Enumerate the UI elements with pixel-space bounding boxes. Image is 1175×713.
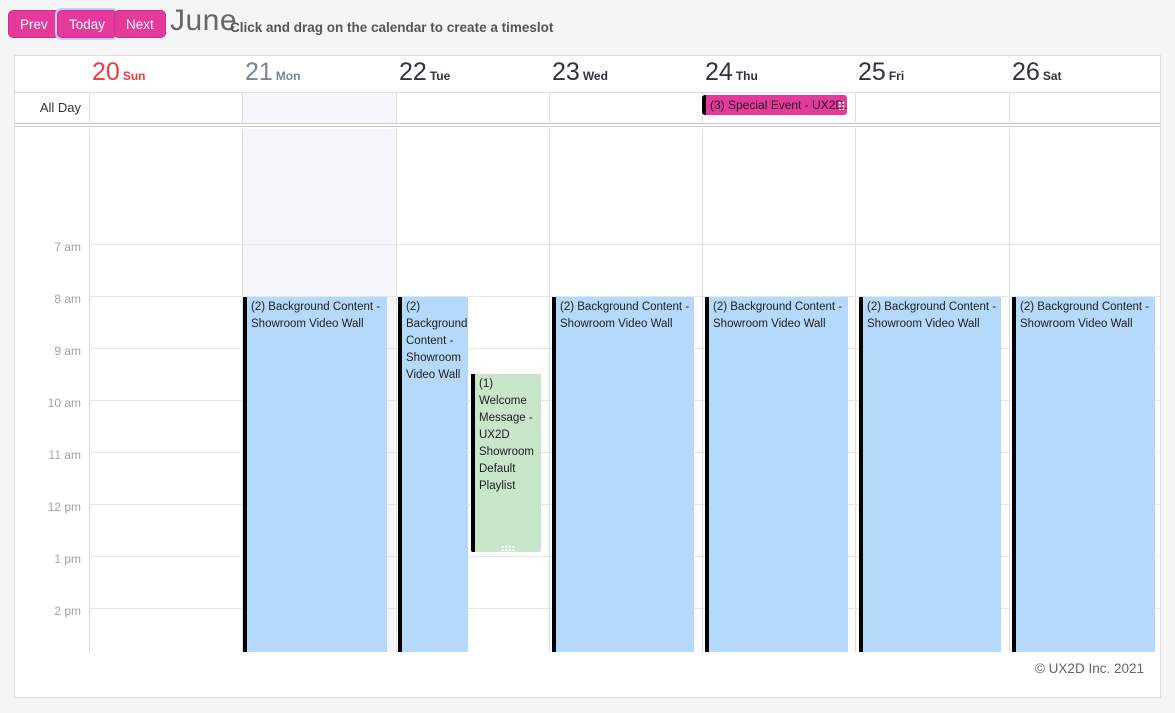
time-label: 7 am — [54, 240, 81, 254]
event-background-content-sat[interactable]: (2) Background Content - Showroom Video … — [1012, 297, 1155, 652]
copyright-text: © UX2D Inc. 2021 — [1034, 661, 1144, 676]
allday-divider — [15, 123, 1160, 124]
event-background-content-mon[interactable]: (2) Background Content - Showroom Video … — [243, 297, 387, 652]
event-background-content-thu[interactable]: (2) Background Content - Showroom Video … — [705, 297, 848, 652]
day-number: 20 — [92, 58, 120, 86]
allday-cell-sun[interactable] — [89, 93, 242, 123]
day-column-tue[interactable] — [396, 129, 549, 652]
day-header-sun: 20 Sun — [89, 58, 242, 92]
day-name: Thu — [735, 69, 758, 83]
calendar-title: June — [170, 4, 238, 37]
day-name: Wed — [582, 69, 608, 83]
day-header-tue: 22 Tue — [396, 58, 549, 92]
time-label: 9 am — [54, 344, 81, 358]
day-header-mon: 21 Mon — [242, 58, 395, 92]
resize-handle-icon[interactable] — [501, 545, 515, 551]
time-label: 11 am — [48, 448, 81, 462]
time-label: 12 pm — [47, 500, 81, 514]
event-title: (3) Special Event - UX2D... — [710, 98, 847, 112]
day-name: Sat — [1042, 69, 1062, 83]
allday-label: All Day — [39, 100, 81, 115]
day-column-wed[interactable] — [549, 129, 702, 652]
header-divider — [15, 92, 1160, 93]
hour-line — [89, 296, 1160, 297]
event-title: (1) Welcome Message - UX2D Showroom Defa… — [479, 378, 534, 492]
day-name: Sun — [122, 69, 146, 83]
allday-divider — [15, 126, 1160, 127]
allday-cell-tue[interactable] — [396, 93, 549, 123]
day-column-thu[interactable] — [702, 129, 855, 652]
allday-cell-wed[interactable] — [549, 93, 702, 123]
toolbar: Prev Today Next June Click and drag on t… — [0, 0, 1175, 50]
day-number: 25 — [858, 58, 886, 86]
day-number: 24 — [705, 58, 733, 86]
day-header-fri: 25 Fri — [855, 58, 1008, 92]
prev-button[interactable]: Prev — [8, 10, 60, 38]
day-number: 26 — [1012, 58, 1040, 86]
day-column-fri[interactable] — [855, 129, 1008, 652]
resize-handle-icon[interactable] — [838, 101, 845, 110]
day-column-mon[interactable] — [242, 129, 395, 652]
day-number: 23 — [552, 58, 580, 86]
time-label: 10 am — [47, 396, 81, 410]
time-label: 2 pm — [54, 604, 81, 618]
event-background-content-fri[interactable]: (2) Background Content - Showroom Video … — [859, 297, 1001, 652]
event-welcome-message[interactable]: (1) Welcome Message - UX2D Showroom Defa… — [471, 374, 541, 552]
day-header-wed: 23 Wed — [549, 58, 702, 92]
day-number: 22 — [399, 58, 427, 86]
allday-cell-mon[interactable] — [242, 93, 395, 123]
time-label: 8 am — [54, 292, 81, 306]
day-header-sat: 26 Sat — [1009, 58, 1162, 92]
next-button[interactable]: Next — [114, 10, 166, 38]
day-column-sat[interactable] — [1009, 129, 1160, 652]
today-button[interactable]: Today — [57, 10, 118, 38]
calendar-card: 20 Sun 21 Mon 22 Tue 23 Wed 24 Thu 25 Fri 26 Sa… — [14, 55, 1161, 698]
day-column-sun[interactable] — [89, 129, 242, 652]
time-label: 1 pm — [54, 552, 81, 566]
event-background-content-wed[interactable]: (2) Background Content - Showroom Video … — [552, 297, 694, 652]
day-name: Mon — [275, 69, 301, 83]
allday-cell-sat[interactable] — [1009, 93, 1162, 123]
event-special-all-day[interactable]: (3) Special Event - UX2D... — [702, 95, 847, 115]
day-header-thu: 24 Thu — [702, 58, 855, 92]
event-background-content-tue[interactable]: (2) Background Content - Showroom Video … — [398, 297, 468, 652]
time-grid: 7 am 8 am 9 am 10 am 11 am 12 pm 1 pm 2 … — [15, 129, 1160, 652]
calendar-subtitle: Click and drag on the calendar to create… — [230, 20, 554, 35]
hour-line — [89, 244, 1160, 245]
day-name: Tue — [429, 69, 451, 83]
day-number: 21 — [245, 58, 273, 86]
day-name: Fri — [888, 69, 905, 83]
allday-cell-fri[interactable] — [855, 93, 1008, 123]
